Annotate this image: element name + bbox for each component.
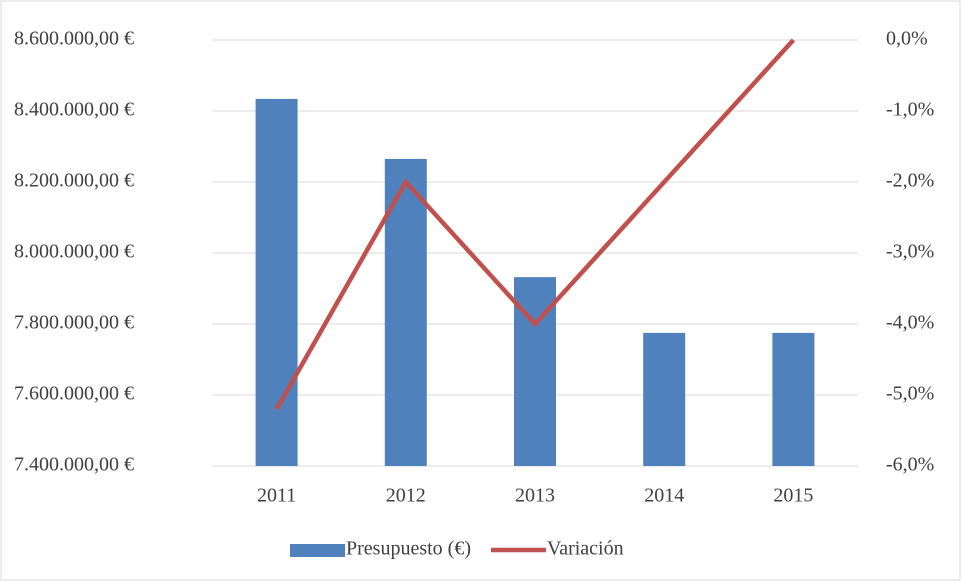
y2-tick-label: -1,0% [886,99,934,121]
legend-label: Presupuesto (€) [346,538,471,560]
bar [772,332,815,466]
y2-tick-label: -3,0% [886,241,934,263]
legend-label: Variación [547,538,624,560]
y2-tick-label: -2,0% [886,170,934,192]
legend-swatch [290,544,345,557]
y-tick-label: 8.600.000,00 € [14,28,134,50]
bar [643,332,686,466]
x-tick-label: 2014 [644,485,684,507]
y-tick-label: 8.200.000,00 € [14,170,134,192]
y2-tick-label: -4,0% [886,312,934,334]
y-tick-label: 7.800.000,00 € [14,312,134,334]
y-tick-label: 8.400.000,00 € [14,99,134,121]
x-tick-label: 2015 [773,485,813,507]
y-tick-label: 7.400.000,00 € [14,454,134,476]
y2-tick-label: -6,0% [886,454,934,476]
line [274,38,796,411]
x-tick-label: 2011 [257,485,296,507]
y-tick-label: 7.600.000,00 € [14,383,134,405]
y-tick-label: 8.000.000,00 € [14,241,134,263]
y2-tick-label: 0,0% [886,28,928,50]
y2-tick-label: -5,0% [886,383,934,405]
bar [255,98,298,467]
x-tick-label: 2012 [386,485,426,507]
x-tick-label: 2013 [515,485,555,507]
